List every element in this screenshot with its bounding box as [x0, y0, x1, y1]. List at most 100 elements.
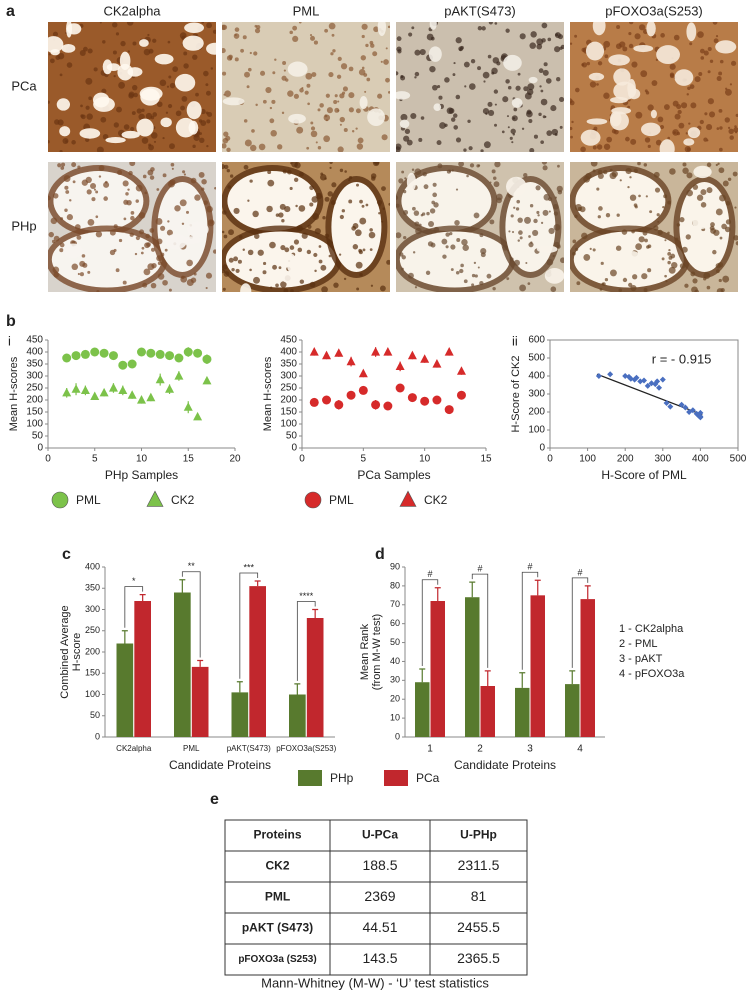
nucleus [657, 220, 660, 223]
bar [515, 687, 530, 737]
nucleus [507, 126, 510, 129]
nucleus [138, 212, 146, 219]
nucleus [132, 84, 138, 91]
nucleus [358, 68, 366, 76]
nucleus [706, 187, 713, 194]
nucleus [98, 165, 105, 171]
nucleus [281, 219, 285, 223]
nucleus [278, 212, 284, 218]
x-tick-label: 15 [480, 454, 492, 465]
nucleus [144, 242, 150, 249]
nucleus [453, 61, 456, 65]
gland-lumen [51, 231, 162, 288]
nucleus [707, 70, 711, 74]
nucleus [482, 108, 490, 115]
significance-bracket [181, 571, 201, 658]
nucleus [156, 255, 163, 262]
y-tick-label: 50 [286, 431, 298, 442]
nucleus [86, 189, 92, 195]
nucleus [682, 167, 689, 174]
nucleus [632, 274, 638, 280]
nucleus [205, 90, 211, 96]
nucleus [455, 137, 462, 143]
nucleus [71, 263, 79, 271]
nucleus [404, 177, 407, 180]
nucleus [432, 84, 438, 91]
nucleus [91, 197, 96, 202]
y-tick-label: 400 [528, 371, 545, 382]
nucleus [505, 79, 510, 84]
nucleus [715, 269, 720, 274]
lumen [182, 35, 204, 51]
nucleus [545, 78, 552, 84]
nucleus [224, 90, 231, 98]
nucleus [171, 167, 174, 170]
nucleus [548, 196, 553, 202]
nucleus [66, 62, 73, 68]
nucleus [242, 35, 247, 40]
nucleus [616, 213, 620, 217]
nucleus [203, 200, 208, 205]
lumen [288, 113, 306, 124]
error-bar [254, 580, 261, 587]
nucleus [52, 31, 59, 37]
nucleus [439, 122, 446, 129]
nucleus [274, 58, 277, 61]
nucleus [463, 279, 468, 284]
nucleus [399, 252, 404, 257]
nucleus [87, 270, 91, 274]
nucleus [493, 176, 497, 181]
nucleus [448, 169, 452, 173]
nucleus [412, 206, 416, 211]
nucleus [513, 259, 520, 266]
nucleus [337, 146, 344, 152]
tissue [570, 22, 738, 152]
nucleus [373, 26, 379, 33]
nucleus [48, 195, 51, 201]
panel-label: b [6, 313, 16, 330]
nucleus [510, 214, 514, 218]
nucleus [262, 99, 267, 104]
nucleus [205, 83, 209, 87]
error-bar [121, 630, 128, 644]
y-axis-label: Mean H-scores [262, 356, 274, 431]
nucleus [113, 122, 119, 128]
nucleus [685, 234, 691, 240]
nucleus [233, 33, 240, 39]
nucleus [408, 32, 413, 37]
nucleus [160, 252, 165, 257]
nucleus [226, 169, 230, 173]
nucleus [141, 137, 149, 144]
nucleus [718, 278, 722, 283]
nucleus [401, 255, 406, 260]
nucleus [634, 33, 641, 40]
nucleus [541, 38, 546, 43]
nucleus [361, 34, 365, 39]
nucleus [299, 279, 305, 284]
nucleus [148, 144, 154, 151]
table-cell: 2365.5 [457, 950, 500, 966]
x-tick-label: 400 [692, 454, 709, 465]
x-tick-label: 2 [477, 744, 483, 755]
nucleus [115, 268, 120, 273]
nucleus [246, 85, 250, 89]
nucleus [655, 58, 659, 62]
nucleus [352, 244, 359, 250]
nucleus [272, 71, 276, 75]
nucleus [727, 177, 732, 182]
nucleus [192, 144, 196, 149]
x-tick-label: 3 [527, 744, 533, 755]
nucleus [438, 95, 443, 100]
nucleus [251, 129, 255, 133]
nucleus [315, 141, 318, 144]
y-tick-label: 0 [395, 731, 400, 741]
nucleus [480, 149, 484, 152]
nucleus [150, 282, 157, 289]
x-tick-label: 0 [45, 454, 51, 465]
y-tick-label: 40 [390, 656, 400, 666]
micrograph [222, 162, 390, 292]
error-bar [312, 608, 319, 618]
nucleus [706, 124, 713, 131]
y-tick-label: 300 [280, 371, 297, 382]
nucleus [459, 268, 464, 274]
